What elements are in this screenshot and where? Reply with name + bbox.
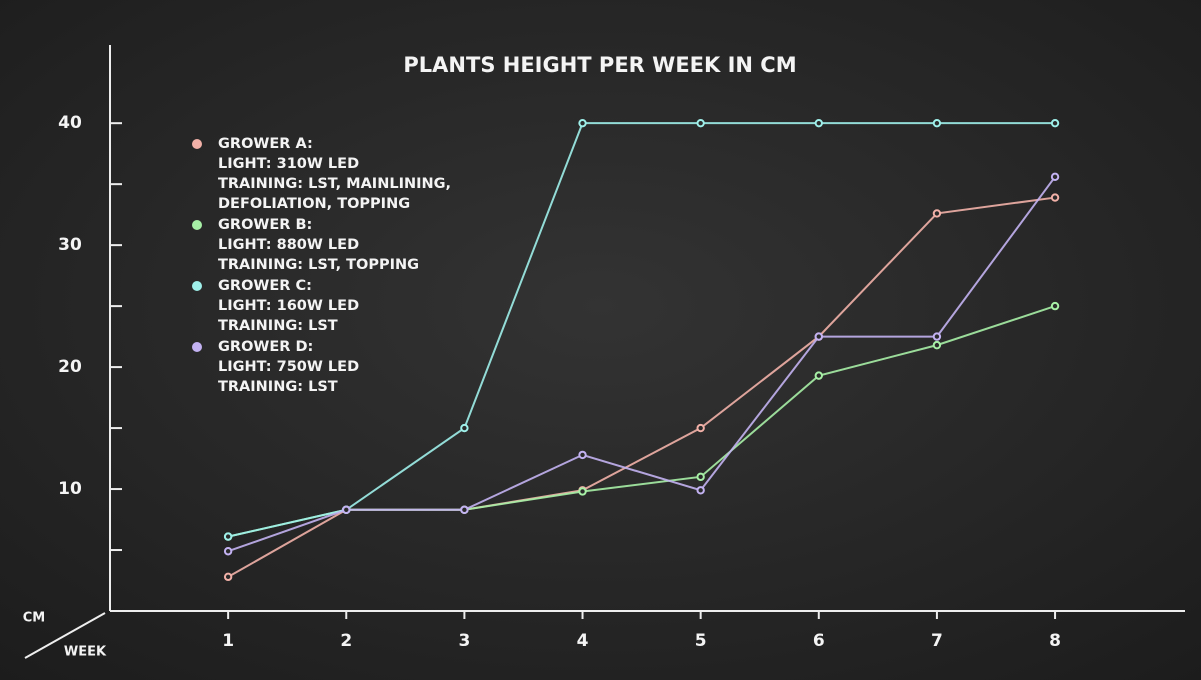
point <box>578 450 587 460</box>
x-tick-label: 4 <box>577 631 589 651</box>
legend-swatch <box>192 281 202 291</box>
point <box>223 547 233 556</box>
point <box>1050 118 1060 128</box>
point <box>814 118 823 128</box>
x-tick-label: 7 <box>931 631 943 651</box>
series-line <box>227 122 1056 538</box>
point <box>932 340 942 350</box>
legend-swatch <box>192 220 202 230</box>
point <box>932 332 942 341</box>
point <box>932 118 942 128</box>
y-tick-label: 30 <box>58 235 82 255</box>
point <box>1050 193 1060 202</box>
point <box>696 423 705 433</box>
legend-detail: LIGHT: 880W LED <box>218 237 359 253</box>
x-tick-label: 2 <box>340 631 352 651</box>
point <box>696 472 705 482</box>
x-axis-label: WEEK <box>64 645 107 660</box>
legend-detail: TRAINING: LST <box>218 318 338 334</box>
y-tick-label: 40 <box>58 113 82 133</box>
point <box>223 572 233 582</box>
y-tick-label: 20 <box>58 357 82 377</box>
x-tick-label: 5 <box>695 631 707 651</box>
legend-detail: TRAINING: LST <box>218 379 338 395</box>
legend-label: GROWER C: <box>218 278 312 294</box>
legend-detail: DEFOLIATION, TOPPING <box>218 196 410 212</box>
legend-detail: TRAINING: LST, TOPPING <box>218 257 419 273</box>
y-tick-label: 10 <box>58 479 82 499</box>
legend-detail: LIGHT: 310W LED <box>218 156 359 172</box>
legend-label: GROWER A: <box>218 136 313 152</box>
legend-label: GROWER B: <box>218 217 312 233</box>
point <box>578 118 587 128</box>
x-tick-label: 6 <box>813 631 825 651</box>
point <box>814 371 823 380</box>
point <box>1050 301 1060 311</box>
x-tick-label: 1 <box>222 631 234 651</box>
point <box>696 118 705 128</box>
chart-title: PLANTS HEIGHT PER WEEK IN CM <box>403 53 796 77</box>
legend-swatch <box>192 139 202 149</box>
y-axis-label: CM <box>23 611 45 626</box>
point <box>1050 172 1060 182</box>
point <box>696 486 705 495</box>
point <box>814 332 823 341</box>
legend-label: GROWER D: <box>218 339 313 355</box>
legend-swatch <box>192 342 202 352</box>
point <box>460 505 469 514</box>
point <box>460 423 469 433</box>
x-tick-label: 8 <box>1049 631 1061 651</box>
point <box>342 505 351 514</box>
legend-detail: TRAINING: LST, MAINLINING, <box>218 176 451 192</box>
series-line <box>227 176 1056 553</box>
legend-detail: LIGHT: 160W LED <box>218 298 359 314</box>
point <box>578 487 587 496</box>
point <box>932 209 942 218</box>
x-tick-label: 3 <box>458 631 470 651</box>
legend-detail: LIGHT: 750W LED <box>218 359 359 375</box>
point <box>223 532 233 541</box>
corner-line <box>24 612 106 659</box>
